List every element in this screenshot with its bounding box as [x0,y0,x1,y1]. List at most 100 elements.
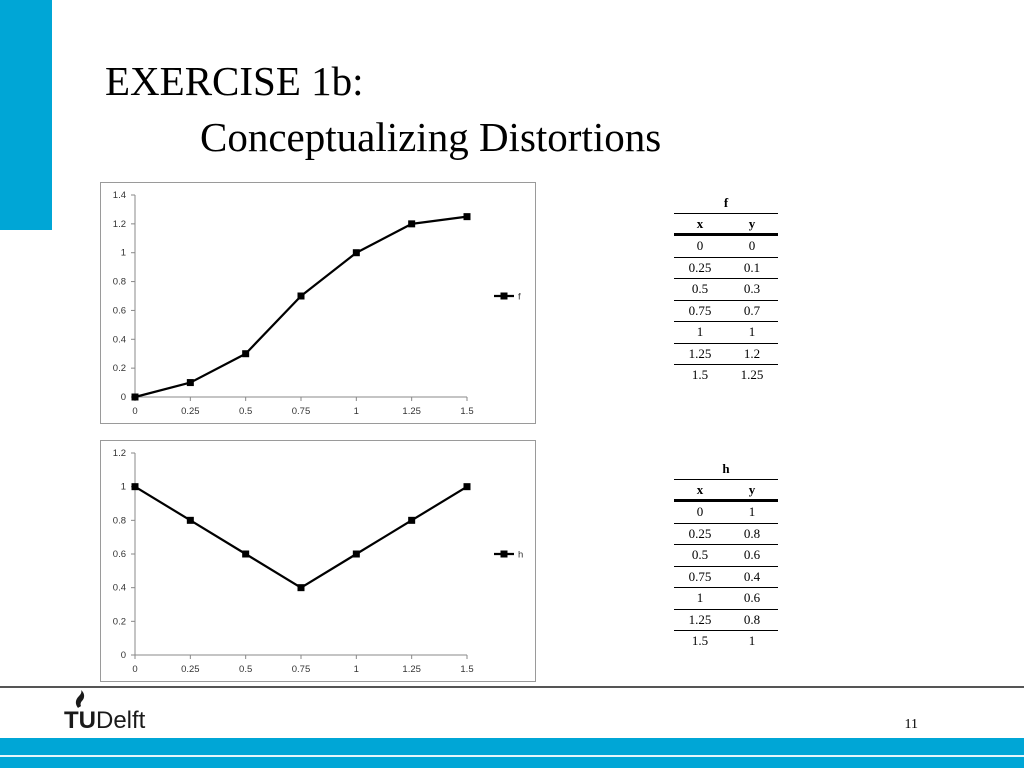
x-tick-label: 1.5 [460,406,473,417]
table-f-name: f [674,193,778,214]
x-tick-label: 0 [132,406,137,417]
table-cell: 0.75 [674,300,726,322]
data-point [131,393,139,401]
y-tick-label: 0.4 [113,334,126,345]
tu-delft-flame-icon [75,690,85,708]
y-tick-label: 0.6 [113,305,126,316]
table-h-name: h [674,459,778,480]
table-cell: 1 [674,587,726,610]
y-tick-label: 0.4 [113,583,126,594]
table-cell: 1.25 [740,367,764,383]
table-cell: 1.2 [726,343,778,365]
y-tick-label: 0 [121,650,126,661]
data-point [408,516,416,524]
data-point [297,584,305,592]
table-cell: 0.1 [726,257,778,279]
x-tick-label: 0.5 [239,406,252,417]
data-point [131,483,139,491]
y-tick-label: 1.4 [113,190,126,201]
table-cell: 1 [726,321,778,344]
y-tick-label: 1.2 [113,219,126,230]
table-row: 0.5 0.6 [674,544,778,567]
data-point [463,483,471,491]
table-cell: 1.5 [691,633,709,649]
y-tick-label: 0.8 [113,277,126,288]
table-h: h x y 0 1 0.25 0.8 0.5 0.6 0.75 0.4 1 0.6 1.25 0.8 1… [674,459,778,652]
legend-label: f [518,292,521,303]
table-row: 0.75 0.7 [674,300,778,322]
y-tick-label: 0.2 [113,616,126,627]
table-f-header-y: y [726,213,778,236]
x-tick-label: 1 [354,664,359,675]
table-cell: 1.5 [691,367,709,383]
table-f-body: 0 0 0.25 0.1 0.5 0.3 0.75 0.7 1 1 1.25 1.2 1.5 1.25 [674,234,778,386]
table-cell: 1 [674,321,726,344]
series-line-h [134,485,468,589]
x-tick-label: 0.75 [292,406,311,417]
legend-label: h [518,550,523,561]
data-point [352,550,360,558]
table-cell: 0 [674,234,726,258]
table-cell: 0.3 [726,278,778,301]
logo-delft-text: Delft [96,707,146,734]
data-point [186,516,194,524]
table-cell: 0.6 [726,544,778,567]
y-tick-label: 1 [121,482,126,493]
footer-divider [0,686,1024,688]
table-cell: 0.25 [674,257,726,279]
data-point [186,379,194,387]
table-h-header-y: y [726,479,778,502]
slide-title-line1: EXERCISE 1b: [105,58,364,104]
table-cell: 0.7 [726,300,778,322]
table-row: 1.5 1 [674,631,778,652]
table-row: 0.25 0.8 [674,523,778,545]
table-row: 0.5 0.3 [674,278,778,301]
x-tick-label: 0.25 [181,664,200,675]
tu-delft-logo: TUDelft [64,706,145,736]
page-number: 11 [904,717,918,732]
table-f-header-x: x [674,213,726,236]
accent-bar [0,0,52,230]
table-cell: 0.4 [726,566,778,588]
data-point [352,249,360,257]
series-line-f [134,215,468,399]
table-cell: 1 [726,500,778,524]
table-row: 1.5 1.25 [674,365,778,386]
chart-h: 0 0.2 0.4 0.6 0.8 1 1.2 0 0.25 0.5 0.75 1 1.25 1.5 h [100,440,536,682]
x-tick-label: 0.25 [181,406,200,417]
table-cell: 0 [726,234,778,258]
table-cell: 0.5 [674,544,726,567]
y-tick-label: 0.8 [113,515,126,526]
x-tick-label: 0 [132,664,137,675]
table-row: 1.25 1.2 [674,343,778,365]
data-point [463,213,471,221]
table-cell: 0.5 [674,278,726,301]
y-tick-label: 1 [121,248,126,259]
data-point [297,292,305,300]
data-point [242,350,250,358]
table-row: 0.25 0.1 [674,257,778,279]
legend-marker [500,292,508,300]
y-tick-label: 0.2 [113,363,126,374]
table-cell: 0.75 [674,566,726,588]
table-h-body: 0 1 0.25 0.8 0.5 0.6 0.75 0.4 1 0.6 1.25 0.8 1.5 1 [674,500,778,652]
table-f: f x y 0 0 0.25 0.1 0.5 0.3 0.75 0.7 1 1 1.25 1.2 1.5… [674,193,778,386]
table-row: 1 0.6 [674,587,778,610]
slide-title-line2: Conceptualizing Distortions [200,114,662,160]
table-row: 0.75 0.4 [674,566,778,588]
table-row: 1.25 0.8 [674,609,778,631]
data-point [408,220,416,228]
x-tick-label: 1.25 [402,664,421,675]
table-cell: 1.25 [674,343,726,365]
logo-tu-text: TU [64,707,96,734]
table-cell: 0 [674,500,726,524]
chart-f: 0 0.2 0.4 0.6 0.8 1 1.2 1.4 0 0.25 0.5 0.75 1 1.25 1.5… [100,182,536,424]
data-point [242,550,250,558]
table-cell: 0.8 [726,609,778,631]
table-cell: 0.6 [726,587,778,610]
table-cell: 0.8 [726,523,778,545]
chart-h-svg: 0 0.2 0.4 0.6 0.8 1 1.2 0 0.25 0.5 0.75 1 1.25 1.5 h [113,448,524,675]
